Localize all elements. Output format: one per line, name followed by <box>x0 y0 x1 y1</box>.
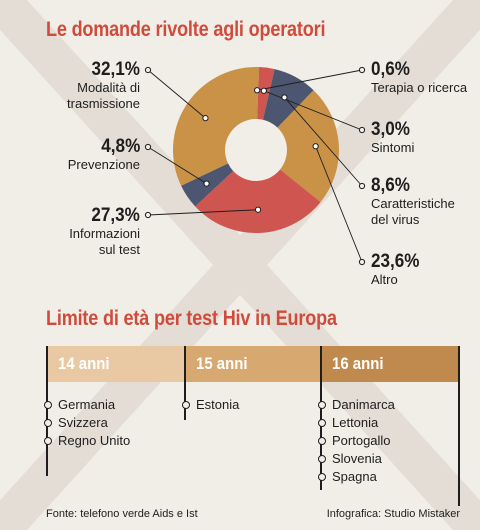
leader-dot-5-1 <box>144 143 152 151</box>
pct-terapia: 0,6% <box>371 59 410 80</box>
leader-dot-2-1 <box>358 182 366 190</box>
pct-virus: 8,6% <box>371 175 410 196</box>
leader-dot-4-1 <box>144 211 152 219</box>
age-timeline: 14 anni 15 anni 16 anni Germania Svizzer… <box>43 346 460 506</box>
leader-line-6 <box>147 69 206 119</box>
leader-line-3 <box>315 146 363 263</box>
country-spagna: Spagna <box>318 469 377 484</box>
pie-chart-title: Le domande rivolte agli operatori <box>46 18 326 41</box>
age-bar-14: 14 anni <box>46 346 184 382</box>
country-germania: Germania <box>43 397 116 412</box>
name-trasmissione-2: trasmissione <box>67 96 140 111</box>
country-svizzera: Svizzera <box>44 415 108 430</box>
leader-dot-1-0 <box>260 87 267 94</box>
leader-dot-0-0 <box>254 87 261 94</box>
label-prevenzione: 4,8% Prevenzione <box>68 137 140 173</box>
name-trasmissione-1: Modalità di <box>77 80 140 95</box>
country-danimarca: Danimarca <box>318 397 395 412</box>
timeline-divider-4 <box>458 346 460 506</box>
label-altro: 23,6% Altro <box>371 252 425 288</box>
footer-source: Fonte: telefono verde Aids e Ist <box>46 508 198 520</box>
slice-2 <box>262 69 314 128</box>
name-test-1: Informazioni <box>69 226 140 241</box>
label-virus: 8,6% Caratteristiche del virus <box>371 176 455 228</box>
timeline-divider-2 <box>184 346 186 420</box>
leader-dot-6-1 <box>144 66 152 74</box>
timeline-divider-1 <box>46 346 48 476</box>
footer-credit: Infografica: Studio Mistaker <box>326 508 460 520</box>
label-test: 27,3% Informazioni sul test <box>69 206 140 258</box>
age-label-14: 14 anni <box>58 354 110 373</box>
country-slovenia: Slovenia <box>318 451 382 466</box>
pct-sintomi: 3,0% <box>371 119 410 140</box>
slice-3 <box>277 90 339 203</box>
leader-dot-3-1 <box>358 258 366 266</box>
label-trasmissione: 32,1% Modalità di trasmissione <box>67 60 140 112</box>
slice-6 <box>173 67 256 186</box>
leader-dot-2-0 <box>281 94 288 101</box>
age-label-16: 16 anni <box>332 354 384 373</box>
name-virus-2: del virus <box>371 212 420 227</box>
leader-line-2 <box>284 97 363 187</box>
leader-line-1 <box>263 90 363 131</box>
leader-dot-0-1 <box>358 66 366 74</box>
donut-chart <box>144 66 366 266</box>
age-bar-15: 15 anni <box>184 346 320 382</box>
leader-dot-6-0 <box>202 115 209 122</box>
pct-trasmissione: 32,1% <box>91 59 140 80</box>
slice-1 <box>257 67 275 120</box>
name-sintomi: Sintomi <box>371 140 415 155</box>
name-virus-1: Caratteristiche <box>371 196 455 211</box>
country-estonia: Estonia <box>181 397 240 412</box>
label-terapia: 0,6% Terapia o ricerca <box>371 60 467 96</box>
name-terapia: Terapia o ricerca <box>371 80 468 95</box>
country-portogallo: Portogallo <box>318 433 391 448</box>
label-sintomi: 3,0% Sintomi <box>371 120 414 156</box>
leader-dot-5-0 <box>203 180 210 187</box>
age-limit-title: Limite di età per test Hiv in Europa <box>46 307 337 330</box>
leader-dot-1-1 <box>358 126 366 134</box>
timeline-divider-3 <box>320 346 322 490</box>
age-label-15: 15 anni <box>196 354 248 373</box>
country-lettonia: Lettonia <box>317 415 379 430</box>
name-prevenzione: Prevenzione <box>67 157 140 172</box>
leader-lines <box>144 66 366 266</box>
leader-line-5 <box>147 146 207 184</box>
pct-prevenzione: 4,8% <box>101 136 140 157</box>
leader-dot-4-0 <box>254 206 262 213</box>
leader-dot-3-0 <box>312 143 319 150</box>
name-altro: Altro <box>371 272 398 287</box>
slice-4 <box>195 169 321 233</box>
leader-line-4 <box>147 209 259 216</box>
name-test-2: sul test <box>98 242 140 257</box>
country-regno-unito: Regno Unito <box>43 433 131 448</box>
leader-line-0 <box>257 69 363 91</box>
age-bar-16: 16 anni <box>320 346 460 382</box>
pct-test: 27,3% <box>91 205 140 226</box>
pct-altro: 23,6% <box>371 251 420 272</box>
